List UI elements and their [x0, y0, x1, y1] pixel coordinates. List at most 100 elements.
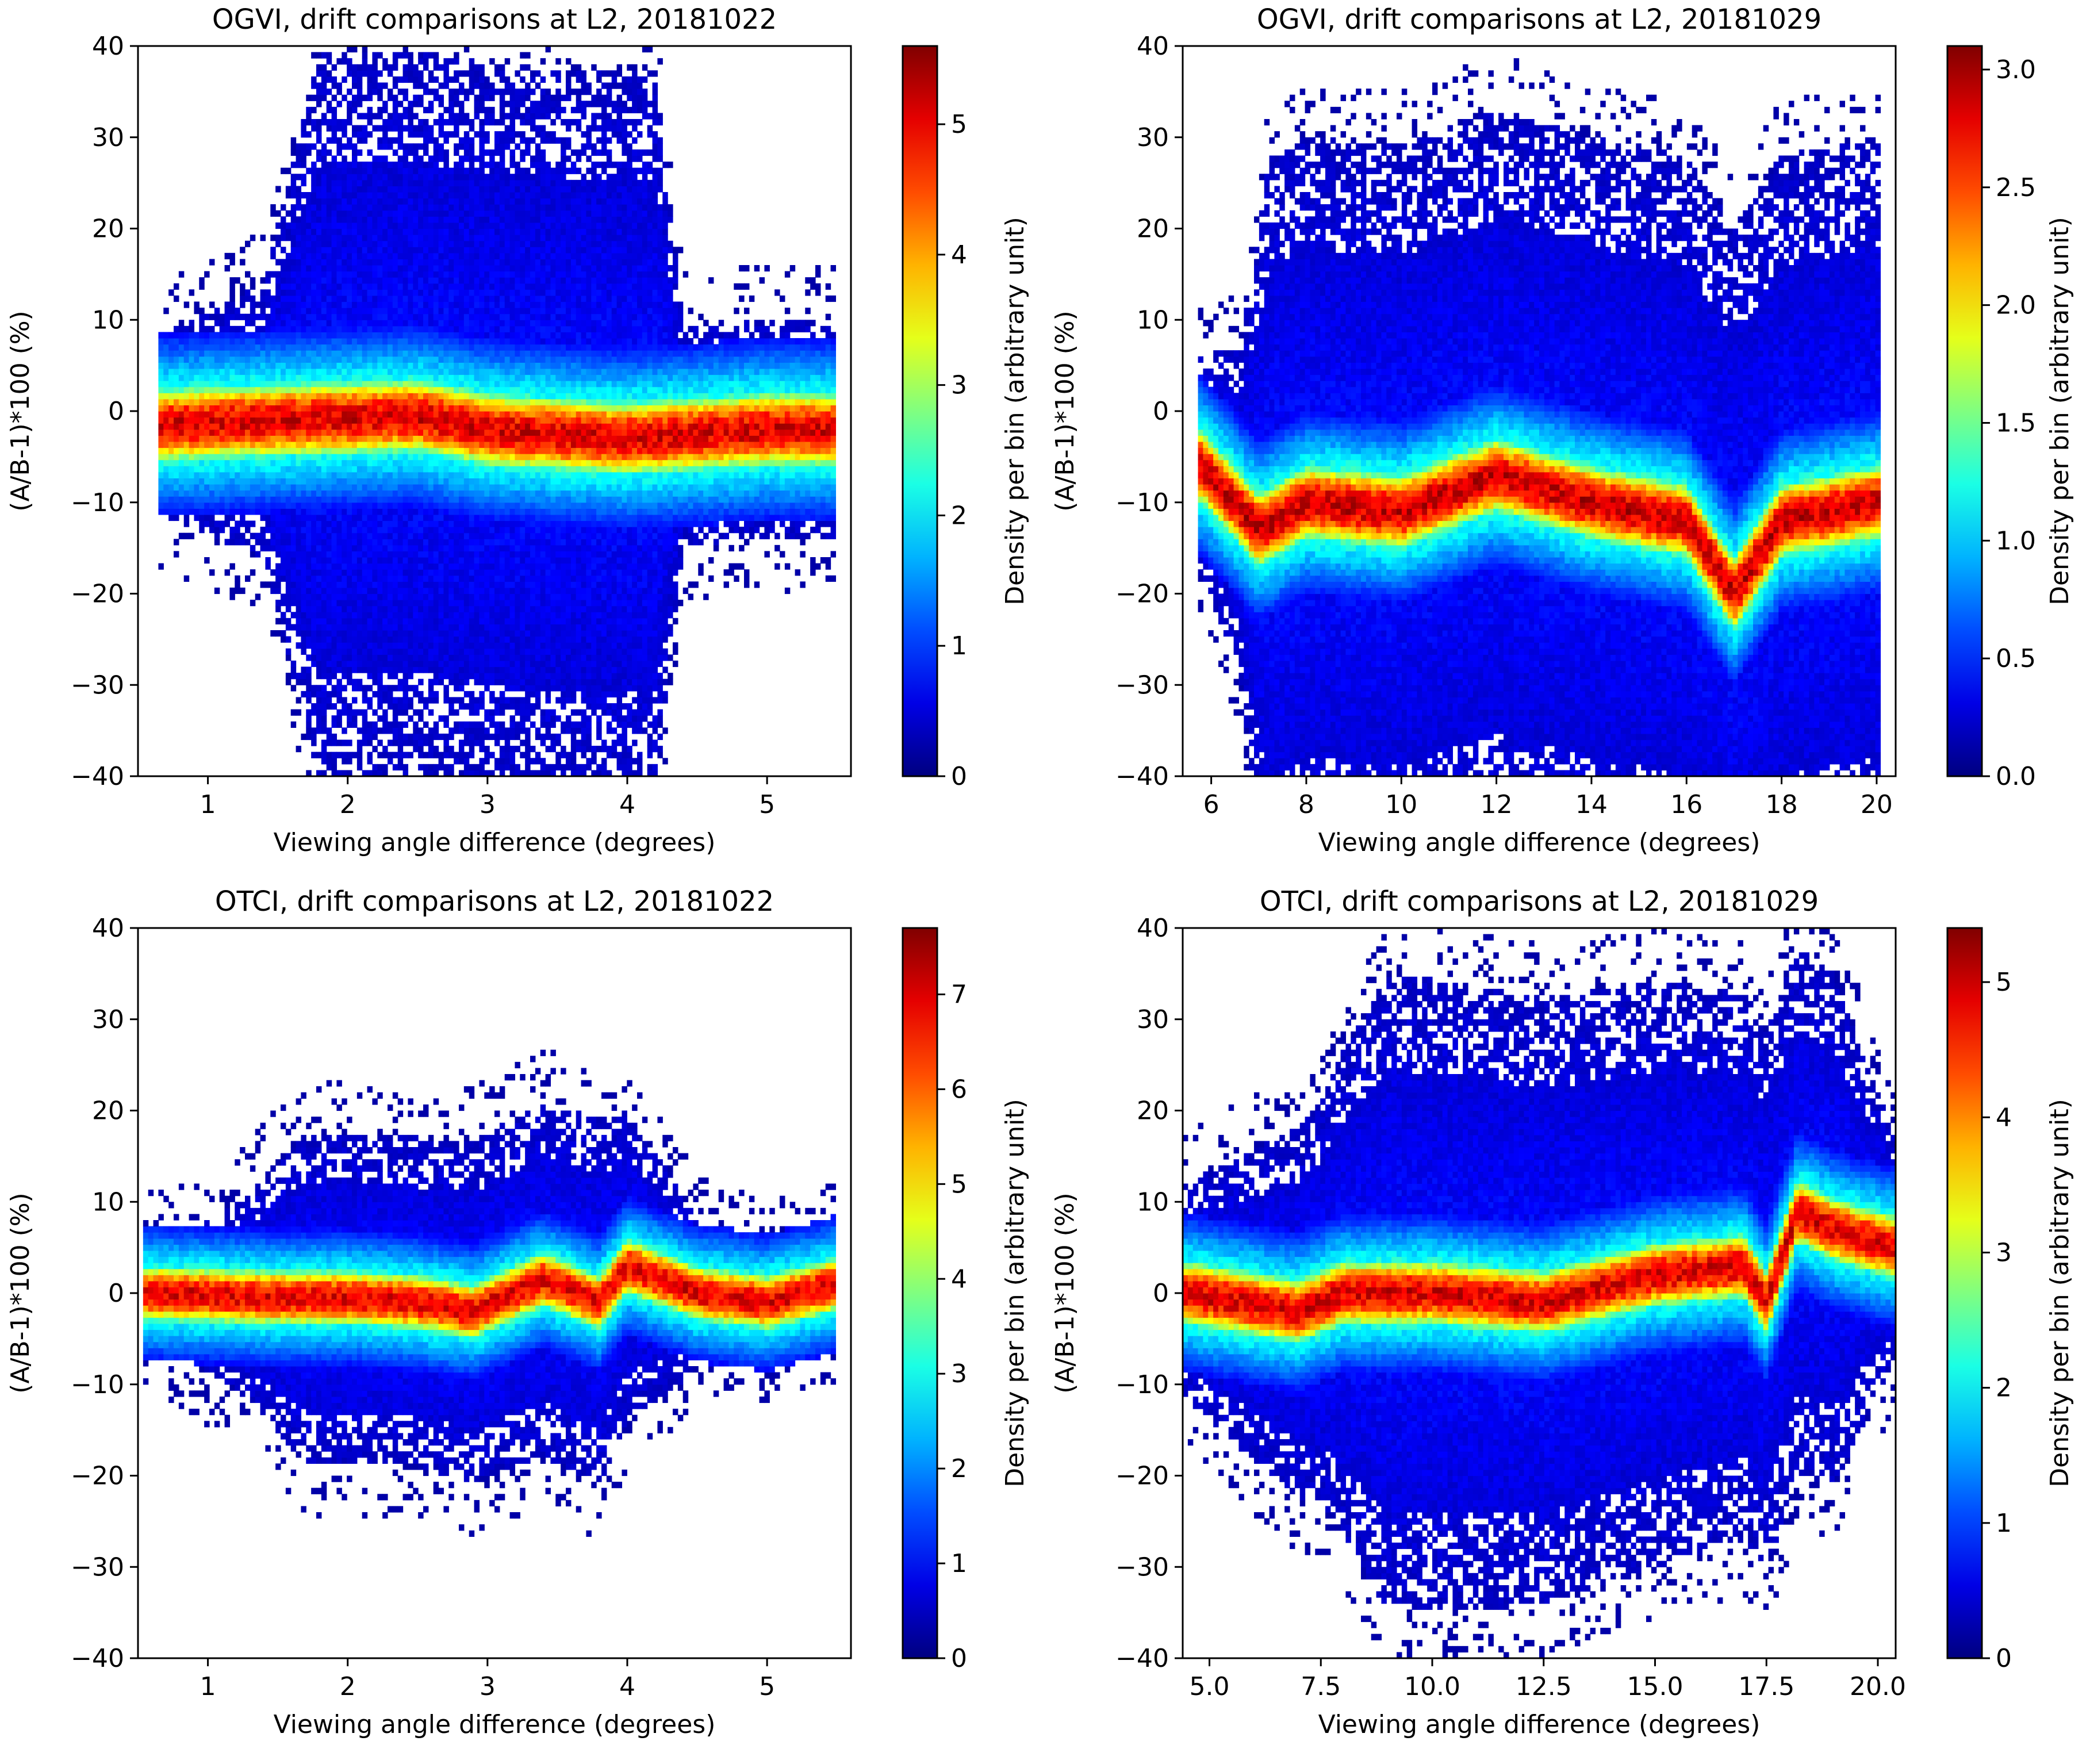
- heatmap-cell: [362, 642, 368, 649]
- heatmap-cell: [469, 192, 475, 199]
- heatmap-cell: [469, 393, 475, 400]
- heatmap-cell: [183, 423, 190, 430]
- heatmap-cell: [235, 435, 240, 442]
- heatmap-cell: [316, 119, 322, 126]
- heatmap-cell: [463, 289, 470, 296]
- heatmap-cell: [199, 496, 205, 503]
- heatmap-cell: [413, 612, 419, 619]
- heatmap-cell: [474, 374, 480, 381]
- heatmap-cell: [392, 496, 398, 503]
- heatmap-cell: [229, 527, 235, 534]
- heatmap-cell: [281, 544, 286, 552]
- heatmap-cell: [402, 295, 409, 302]
- heatmap-cell: [245, 508, 251, 515]
- heatmap-cell: [392, 265, 398, 272]
- heatmap-cell: [377, 210, 383, 217]
- heatmap-cell: [392, 764, 398, 771]
- heatmap-cell: [474, 514, 480, 521]
- heatmap-cell: [336, 630, 342, 637]
- heatmap-cell: [479, 374, 485, 381]
- heatmap-cell: [454, 252, 459, 260]
- heatmap-cell: [454, 89, 459, 95]
- heatmap-cell: [479, 466, 485, 473]
- heatmap-cell: [331, 630, 338, 637]
- heatmap-cell: [285, 393, 292, 400]
- heatmap-cell: [255, 454, 261, 461]
- heatmap-cell: [199, 362, 205, 369]
- heatmap-cell: [408, 186, 413, 193]
- heatmap-cell: [336, 642, 342, 649]
- heatmap-cell: [469, 179, 475, 187]
- heatmap-cell: [189, 338, 195, 345]
- heatmap-cell: [163, 405, 169, 412]
- heatmap-cell: [469, 478, 475, 485]
- heatmap-cell: [285, 636, 292, 643]
- heatmap-cell: [397, 484, 404, 491]
- heatmap-cell: [316, 490, 322, 497]
- heatmap-cell: [413, 666, 419, 673]
- heatmap-cell: [408, 471, 413, 479]
- heatmap-cell: [290, 179, 297, 187]
- heatmap-cell: [296, 240, 302, 247]
- heatmap-cell: [438, 216, 444, 223]
- heatmap-cell: [433, 174, 439, 181]
- heatmap-cell: [448, 247, 454, 254]
- heatmap-cell: [326, 751, 332, 758]
- heatmap-cell: [382, 58, 388, 65]
- heatmap-cell: [408, 642, 413, 649]
- heatmap-cell: [224, 520, 231, 527]
- heatmap-cell: [331, 459, 338, 466]
- heatmap-cell: [321, 82, 327, 89]
- heatmap-cell: [194, 398, 200, 406]
- heatmap-cell: [433, 179, 439, 187]
- heatmap-cell: [265, 435, 271, 442]
- heatmap-cell: [250, 484, 256, 491]
- heatmap-cell: [347, 216, 352, 223]
- heatmap-cell: [321, 751, 327, 758]
- heatmap-cell: [290, 532, 297, 539]
- heatmap-cell: [392, 751, 398, 758]
- heatmap-cell: [321, 605, 327, 612]
- heatmap-cell: [356, 113, 363, 120]
- heatmap-cell: [423, 362, 429, 369]
- heatmap-cell: [235, 277, 240, 284]
- heatmap-cell: [423, 624, 429, 631]
- heatmap-cell: [296, 155, 302, 162]
- heatmap-cell: [423, 544, 429, 552]
- heatmap-cell: [352, 581, 358, 588]
- heatmap-cell: [438, 624, 444, 631]
- heatmap-cell: [316, 216, 322, 223]
- heatmap-cell: [342, 386, 347, 393]
- heatmap-cell: [397, 630, 404, 637]
- heatmap-cell: [382, 325, 388, 333]
- heatmap-cell: [459, 557, 465, 564]
- heatmap-cell: [336, 715, 342, 722]
- heatmap-cell: [224, 447, 231, 454]
- heatmap-cell: [433, 551, 439, 558]
- heatmap-cell: [260, 484, 266, 491]
- heatmap-cell: [443, 204, 449, 211]
- heatmap-cell: [474, 770, 480, 777]
- heatmap-cell: [336, 405, 342, 412]
- heatmap-cell: [281, 308, 286, 315]
- heatmap-cell: [382, 746, 388, 753]
- heatmap-cell: [362, 338, 368, 345]
- heatmap-cell: [296, 216, 302, 223]
- heatmap-cell: [392, 344, 398, 351]
- heatmap-cell: [183, 459, 190, 466]
- heatmap-cell: [321, 405, 327, 412]
- heatmap-cell: [352, 325, 358, 333]
- heatmap-cell: [290, 313, 297, 320]
- heatmap-cell: [367, 423, 373, 430]
- heatmap-cell: [408, 496, 413, 503]
- heatmap-cell: [443, 167, 449, 174]
- heatmap-cell: [388, 612, 393, 619]
- heatmap-cell: [342, 338, 347, 345]
- heatmap-cell: [306, 544, 312, 552]
- heatmap-cell: [209, 520, 215, 527]
- heatmap-cell: [402, 563, 409, 570]
- heatmap-cell: [209, 478, 215, 485]
- heatmap-cell: [474, 502, 480, 509]
- heatmap-cell: [367, 721, 373, 728]
- heatmap-cell: [469, 484, 475, 491]
